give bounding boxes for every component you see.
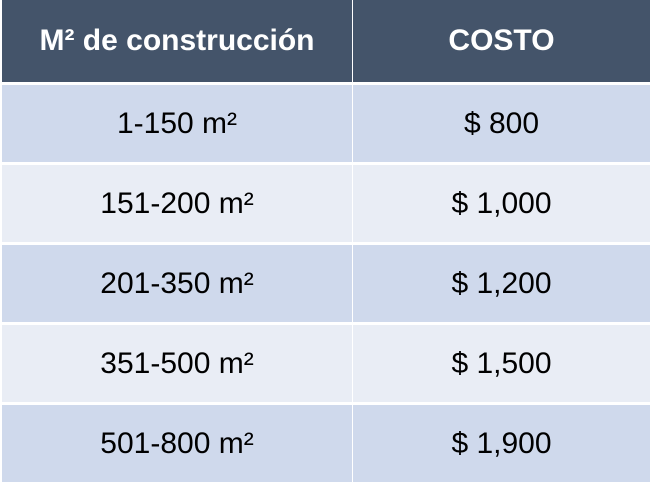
- table-cell: $ 1,500: [353, 325, 650, 402]
- table-cell: $ 1,000: [353, 165, 650, 242]
- header-cell: COSTO: [353, 0, 650, 82]
- header-cell: M² de construcción: [2, 0, 352, 82]
- table-cell: 1-150 m²: [2, 85, 352, 162]
- table-cell: $ 1,200: [353, 245, 650, 322]
- table-cell: 501-800 m²: [2, 405, 352, 482]
- table-cell: 201-350 m²: [2, 245, 352, 322]
- table-cell: 351-500 m²: [2, 325, 352, 402]
- table-cell: $ 800: [353, 85, 650, 162]
- table-cell: 151-200 m²: [2, 165, 352, 242]
- table-cell: $ 1,900: [353, 405, 650, 482]
